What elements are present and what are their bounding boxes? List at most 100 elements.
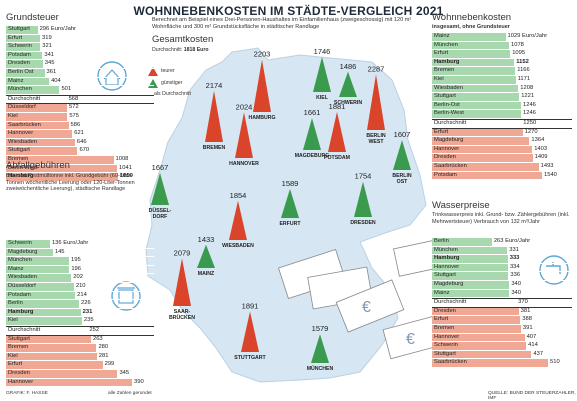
bar [432, 137, 530, 145]
bar-value: 336 [510, 272, 521, 279]
bar-row: Hannover 334 [432, 263, 572, 273]
bar [6, 68, 45, 77]
bar-row: Hannover 1403 [432, 145, 572, 155]
bar [6, 282, 74, 291]
bar-value: 210 [75, 282, 86, 289]
bar-label: Bremen [8, 344, 29, 351]
bar [432, 145, 533, 154]
bar-value: 1493 [540, 162, 554, 169]
bar-row: Schwerin 321 [6, 43, 154, 52]
bar-row: Durchschnitt 370 [432, 298, 572, 308]
bar-row: Stuttgart 263 [6, 335, 154, 345]
city-name: WEST [369, 139, 385, 145]
bar [432, 359, 548, 367]
bar-value: 299 [104, 361, 115, 368]
city-name: MÜNCHEN [307, 365, 334, 372]
bar [432, 33, 506, 41]
trash-can-icon [111, 281, 141, 311]
bar [6, 335, 91, 344]
bar [432, 263, 508, 272]
bar-value: 252 [89, 326, 100, 333]
bar-value: 572 [69, 104, 79, 111]
bar-label: Stuttgart [8, 26, 30, 32]
bar-label: Magdeburg [8, 248, 38, 255]
bar [6, 361, 103, 369]
bar-value: 646 [76, 138, 87, 145]
bar [432, 333, 525, 342]
bar-value: 340 [511, 280, 521, 287]
bar [6, 155, 114, 164]
bar-row: Saarbrücken 1493 [432, 162, 572, 172]
city-name: HAMBURG [248, 115, 275, 121]
city-value: 1486 [340, 62, 357, 71]
durchschnitt-label: Durchschnitt: 1818 Euro [152, 47, 209, 53]
bar-value: 568 [68, 95, 79, 102]
city-value: 2203 [254, 50, 271, 59]
city-marker: 1754 DRESDEN [350, 172, 376, 226]
bar [432, 67, 516, 75]
bar-row: Schwerin 136 Euro/Jahr [6, 240, 154, 249]
bar-value: 437 [533, 350, 544, 357]
city-triangle [328, 111, 346, 152]
city-value: 2024 [236, 102, 253, 111]
city-name: DÜSSEL- [149, 207, 172, 214]
water-tap-icon [539, 255, 569, 285]
city-value: 1589 [282, 179, 299, 188]
city-marker: 1881 POTSDAM [324, 102, 350, 161]
bar-value: 214 [77, 291, 87, 298]
bar-value: 1250 [523, 119, 537, 126]
city-marker: 1661 MAGDEBURG [295, 108, 330, 159]
bar [432, 307, 519, 316]
bar-value: 331 [509, 246, 519, 253]
bar [6, 86, 60, 94]
city-triangle [339, 71, 357, 97]
bar-value: 136 Euro/Jahr [51, 240, 89, 246]
bar [6, 300, 79, 308]
bar-row: Stuttgart 336 [432, 272, 572, 281]
bar-value: 1270 [524, 128, 538, 135]
bar-value: 1008 [115, 155, 129, 162]
bar-row: Düsseldorf 572 [6, 104, 154, 113]
bar [6, 378, 132, 387]
bar-label: Saarbrücken [434, 359, 467, 366]
house-icon [97, 61, 127, 91]
bar [6, 26, 38, 34]
wohnnebenkosten-title: Wohnnebenkosten [432, 12, 512, 23]
bar-label: Stuttgart [434, 272, 456, 279]
bar-value: 1409 [534, 154, 548, 161]
city-marker: 2079 SAAR-BRÜCKEN [169, 248, 195, 321]
city-triangle [303, 118, 321, 150]
bar-value: 340 [511, 289, 521, 296]
bar-value: 231 [82, 308, 93, 315]
bar-value: 381 [520, 307, 531, 314]
city-value: 1891 [242, 301, 259, 310]
bar-row: Wiesbaden 202 [6, 274, 154, 283]
bar-label: Hannover [8, 130, 34, 137]
city-value: 2174 [206, 81, 223, 90]
city-triangle [205, 90, 223, 142]
bar [432, 272, 509, 280]
bar [6, 308, 81, 317]
bar [432, 162, 539, 171]
bar-row: Berlin West 1041 [6, 164, 154, 174]
page-subtitle: Berechnet am Beispiel eines Drei-Persone… [152, 17, 412, 30]
bar [432, 128, 523, 137]
bar-label: Wiesbaden [434, 84, 464, 91]
abfall-subtitle: Bio- und Restmülltonne inkl. Grundgebühr… [6, 173, 135, 192]
abfall-bars: Schwerin 136 Euro/Jahr Magdeburg 145 München… [6, 240, 154, 388]
bar [6, 248, 53, 257]
bar-value: 341 [44, 51, 55, 58]
bar-row: München 195 [6, 257, 154, 266]
city-triangle [229, 200, 247, 240]
svg-text:€: € [362, 299, 371, 316]
city-name: DRESDEN [350, 220, 376, 226]
bar-label: Hamburg [434, 58, 460, 65]
bar-label: Potsdam [8, 291, 31, 298]
bar-value: 391 [522, 324, 533, 331]
city-marker: 2203 HAMBURG [248, 50, 275, 121]
bar [6, 317, 82, 325]
city-name: STUTTGART [234, 355, 266, 361]
bar-label: Saarbrücken [8, 121, 41, 128]
bar-value: 321 [42, 43, 52, 50]
